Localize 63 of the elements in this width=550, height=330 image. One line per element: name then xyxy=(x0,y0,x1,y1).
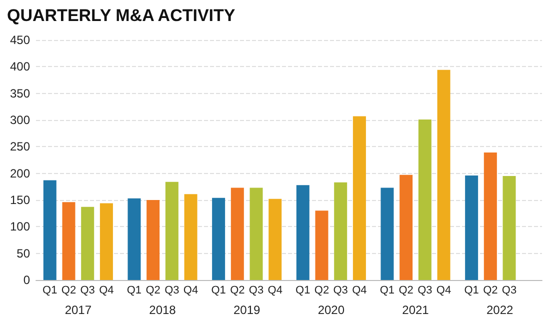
bar xyxy=(296,185,310,280)
bar xyxy=(352,116,366,280)
series-label: Q3 xyxy=(333,284,348,296)
y-tick-label: 0 xyxy=(23,273,30,287)
bar xyxy=(212,198,226,280)
text: Q2 xyxy=(314,284,330,296)
text: Q4 xyxy=(436,284,452,296)
text: Q3 xyxy=(164,284,180,296)
bar xyxy=(128,198,141,280)
bar xyxy=(230,188,244,280)
bar xyxy=(81,206,94,280)
x-tick-label: 2020 xyxy=(318,303,345,317)
bar xyxy=(268,198,282,280)
y-tick-label: 50 xyxy=(16,246,30,260)
bar xyxy=(400,174,413,280)
x-tick-label: 2019 xyxy=(233,303,261,317)
bar xyxy=(43,180,56,280)
x-tick-label: 2021 xyxy=(402,303,430,317)
text: Q4 xyxy=(99,284,114,296)
bar xyxy=(465,175,478,280)
x-tick-label: 2018 xyxy=(149,303,176,317)
bar xyxy=(146,200,160,280)
bar xyxy=(165,182,178,280)
bar xyxy=(315,210,328,280)
chart-title: QUARTERLY M&A ACTIVITY xyxy=(7,6,236,25)
y-tick-label: 350 xyxy=(10,86,30,100)
y-tick-label: 250 xyxy=(10,140,30,154)
text: Q4 xyxy=(183,284,198,296)
bar xyxy=(250,188,263,280)
text: Q1 xyxy=(380,284,395,296)
bar xyxy=(62,202,76,280)
text: Q2 xyxy=(398,284,414,296)
bar xyxy=(380,188,394,280)
text: Q2 xyxy=(230,284,245,296)
series-label: Q4 xyxy=(268,284,282,296)
text: Q2 xyxy=(146,284,160,296)
text: Q2 xyxy=(61,284,76,296)
bar xyxy=(484,152,497,280)
text: Q3 xyxy=(248,284,264,296)
y-tick-label: 300 xyxy=(10,113,30,127)
y-tick-label: 100 xyxy=(10,220,30,234)
bar xyxy=(437,70,450,280)
text: Q1 xyxy=(211,284,226,296)
x-tick-label: 2022 xyxy=(486,303,514,317)
bar xyxy=(334,182,348,280)
series-label: Q1 xyxy=(296,284,310,296)
text: Q3 xyxy=(418,284,432,296)
x-tick-label: 2017 xyxy=(64,303,92,317)
series-label: Q2 xyxy=(483,284,498,296)
bar xyxy=(184,194,198,280)
y-tick-label: 200 xyxy=(10,166,30,180)
text: Q3 xyxy=(502,284,517,296)
y-tick-label: 450 xyxy=(10,33,30,47)
bar xyxy=(418,119,432,280)
bar xyxy=(100,203,113,280)
bar xyxy=(502,176,516,280)
text: Q1 xyxy=(464,284,479,296)
text: Q4 xyxy=(352,284,367,296)
y-tick-label: 400 xyxy=(10,60,30,74)
y-tick-label: 150 xyxy=(10,193,30,207)
text: Q1 xyxy=(126,284,142,296)
text: Q3 xyxy=(80,284,95,296)
text: Q1 xyxy=(42,284,58,296)
